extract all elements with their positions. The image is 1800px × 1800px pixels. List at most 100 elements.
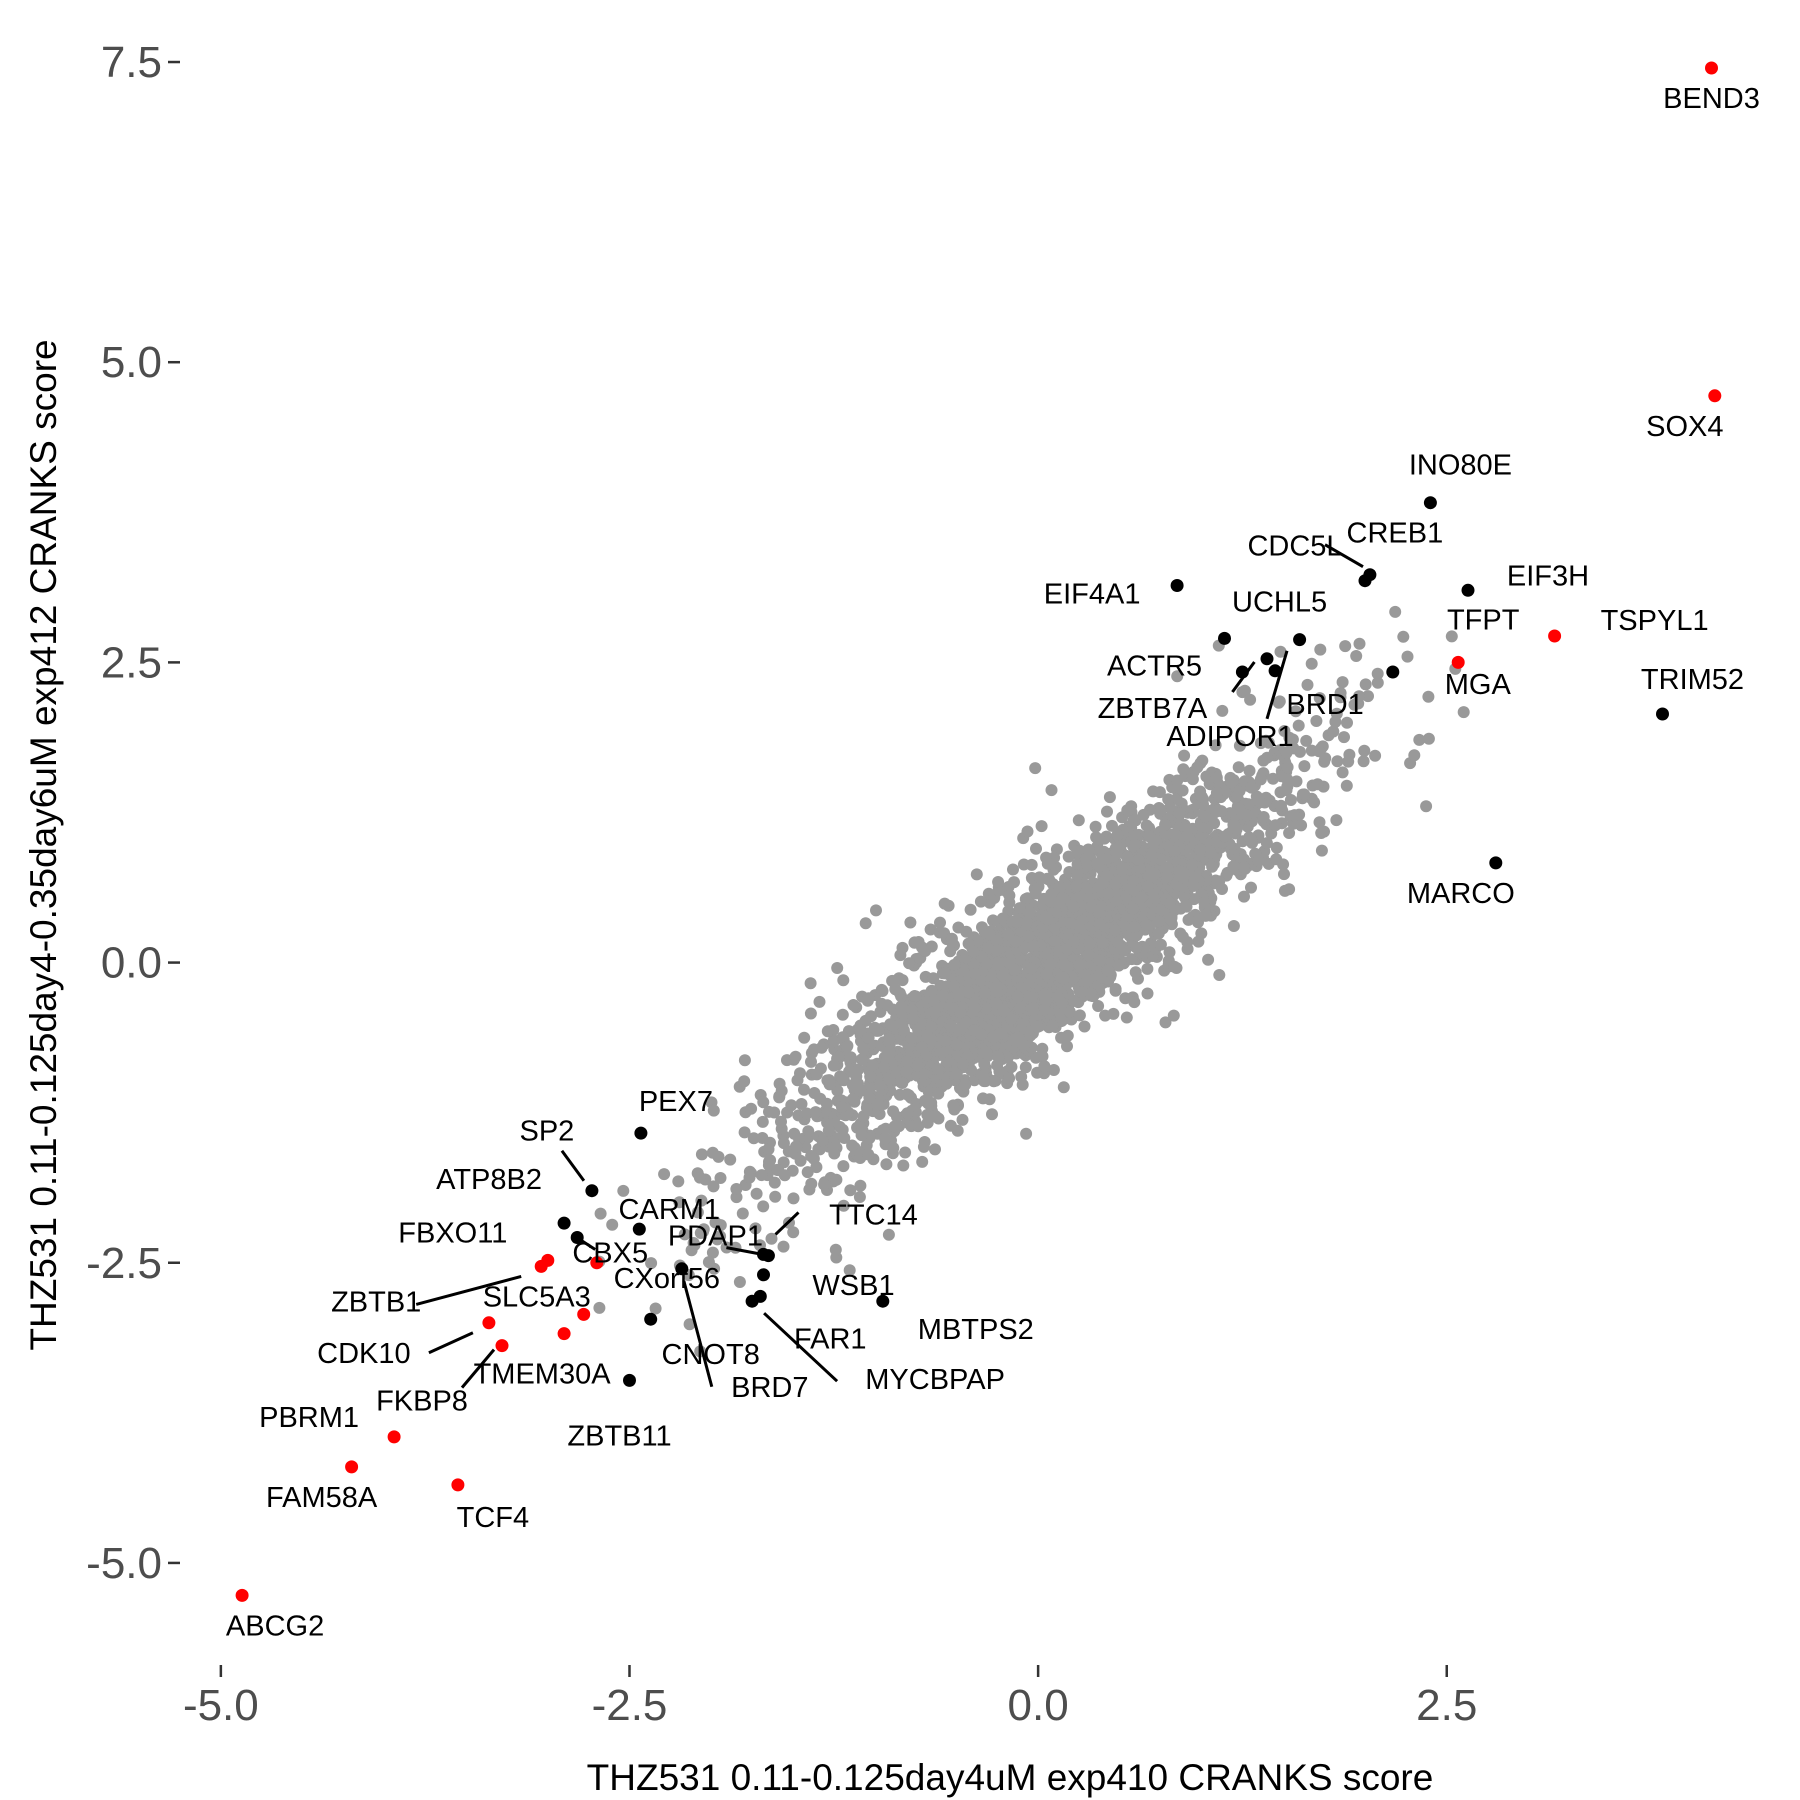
background-point bbox=[1281, 773, 1294, 786]
background-point bbox=[835, 1101, 848, 1113]
y-tick-label: 0.0 bbox=[101, 939, 162, 988]
background-point bbox=[709, 1216, 722, 1229]
point-pex7 bbox=[634, 1126, 648, 1140]
background-point bbox=[745, 1102, 758, 1115]
point-bend3 bbox=[1705, 61, 1718, 75]
background-point bbox=[1079, 881, 1092, 894]
background-point bbox=[939, 1035, 952, 1047]
background-point bbox=[928, 994, 940, 1007]
background-point bbox=[977, 1092, 989, 1105]
background-point bbox=[1073, 1009, 1086, 1022]
background-point bbox=[1162, 793, 1175, 806]
label-leader-lines bbox=[415, 543, 1364, 1389]
background-point bbox=[1199, 810, 1212, 823]
background-point bbox=[1147, 837, 1160, 850]
label-abcg2: ABCG2 bbox=[226, 1610, 324, 1642]
background-point bbox=[1270, 853, 1283, 866]
background-point bbox=[846, 1139, 859, 1152]
leader-sp2 bbox=[560, 1149, 586, 1182]
point-fkbp8 bbox=[495, 1339, 509, 1353]
background-point bbox=[883, 1073, 896, 1086]
background-point bbox=[1245, 781, 1258, 794]
background-point bbox=[1159, 818, 1172, 831]
background-point bbox=[912, 1120, 925, 1133]
background-point bbox=[948, 958, 961, 971]
background-point bbox=[1025, 858, 1038, 871]
background-point bbox=[1340, 779, 1353, 792]
leader-mycbpap bbox=[763, 1312, 839, 1383]
background-point bbox=[1313, 816, 1326, 829]
background-point bbox=[821, 1025, 834, 1038]
background-point bbox=[1153, 915, 1165, 928]
label-tfpt: TFPT bbox=[1447, 604, 1520, 636]
point-zbtb11 bbox=[623, 1373, 636, 1387]
label-fbxo11: FBXO11 bbox=[398, 1217, 507, 1249]
background-point bbox=[757, 1096, 770, 1109]
background-point bbox=[1154, 938, 1167, 951]
background-point bbox=[1085, 901, 1097, 914]
background-point bbox=[847, 999, 860, 1011]
leader-fkbp8 bbox=[460, 1348, 496, 1389]
background-point bbox=[889, 983, 902, 996]
label-zbtb7a: ZBTB7A bbox=[1098, 693, 1208, 725]
background-point bbox=[1057, 1081, 1070, 1094]
point-abcg2 bbox=[235, 1588, 249, 1602]
background-point bbox=[1208, 817, 1221, 830]
background-point bbox=[896, 1007, 909, 1020]
background-point bbox=[964, 903, 977, 916]
background-point bbox=[987, 1075, 1000, 1088]
background-point bbox=[968, 967, 981, 980]
background-point bbox=[1078, 1020, 1091, 1033]
background-point bbox=[1027, 940, 1040, 952]
background-point bbox=[1280, 784, 1293, 797]
background-point bbox=[837, 1199, 850, 1212]
x-tick-label: -2.5 bbox=[592, 1681, 668, 1730]
background-point bbox=[798, 1031, 811, 1044]
background-point bbox=[1195, 927, 1208, 940]
background-point bbox=[934, 916, 946, 929]
background-point bbox=[1280, 746, 1293, 759]
label-trim52: TRIM52 bbox=[1641, 664, 1744, 696]
background-point bbox=[1161, 870, 1174, 883]
background-point bbox=[1188, 893, 1200, 906]
background-point bbox=[959, 1078, 972, 1091]
background-point bbox=[1182, 913, 1195, 926]
background-point bbox=[838, 1132, 851, 1144]
background-point bbox=[1177, 763, 1190, 776]
background-point bbox=[957, 1058, 970, 1071]
background-point bbox=[777, 1240, 790, 1253]
background-point bbox=[888, 1120, 901, 1133]
background-point bbox=[883, 1032, 896, 1045]
background-point bbox=[1112, 841, 1125, 854]
background-point bbox=[908, 990, 921, 1002]
background-point bbox=[743, 1171, 756, 1184]
background-point bbox=[901, 1088, 913, 1101]
background-point bbox=[1038, 1003, 1051, 1016]
background-point bbox=[840, 1040, 853, 1053]
background-point bbox=[814, 1092, 827, 1105]
background-point bbox=[941, 1055, 954, 1068]
background-point bbox=[862, 1148, 875, 1161]
background-point bbox=[747, 1132, 760, 1145]
background-point bbox=[1420, 800, 1433, 813]
background-point bbox=[1005, 1060, 1018, 1073]
leader-ttc14 bbox=[774, 1211, 800, 1236]
background-point bbox=[1053, 881, 1066, 893]
background-point bbox=[960, 925, 973, 938]
background-point bbox=[1206, 860, 1219, 873]
background-point bbox=[809, 1106, 822, 1119]
gene-labels: BEND3 SOX4 INO80E CDC5L CREB1 EIF3H EIF4A1 UCHL… bbox=[226, 83, 1760, 1642]
background-point bbox=[1168, 845, 1181, 857]
background-point bbox=[800, 1107, 813, 1120]
background-point bbox=[1204, 847, 1217, 860]
background-point bbox=[866, 1059, 879, 1072]
background-point bbox=[1295, 819, 1308, 832]
background-point bbox=[903, 957, 916, 970]
y-tick-label: -5.0 bbox=[86, 1539, 162, 1588]
background-point bbox=[738, 1075, 751, 1088]
background-point bbox=[1185, 858, 1198, 871]
background-point bbox=[962, 986, 975, 999]
background-point bbox=[594, 1207, 607, 1220]
y-tick-label: 5.0 bbox=[101, 338, 162, 387]
label-eif3h: EIF3H bbox=[1507, 560, 1589, 592]
